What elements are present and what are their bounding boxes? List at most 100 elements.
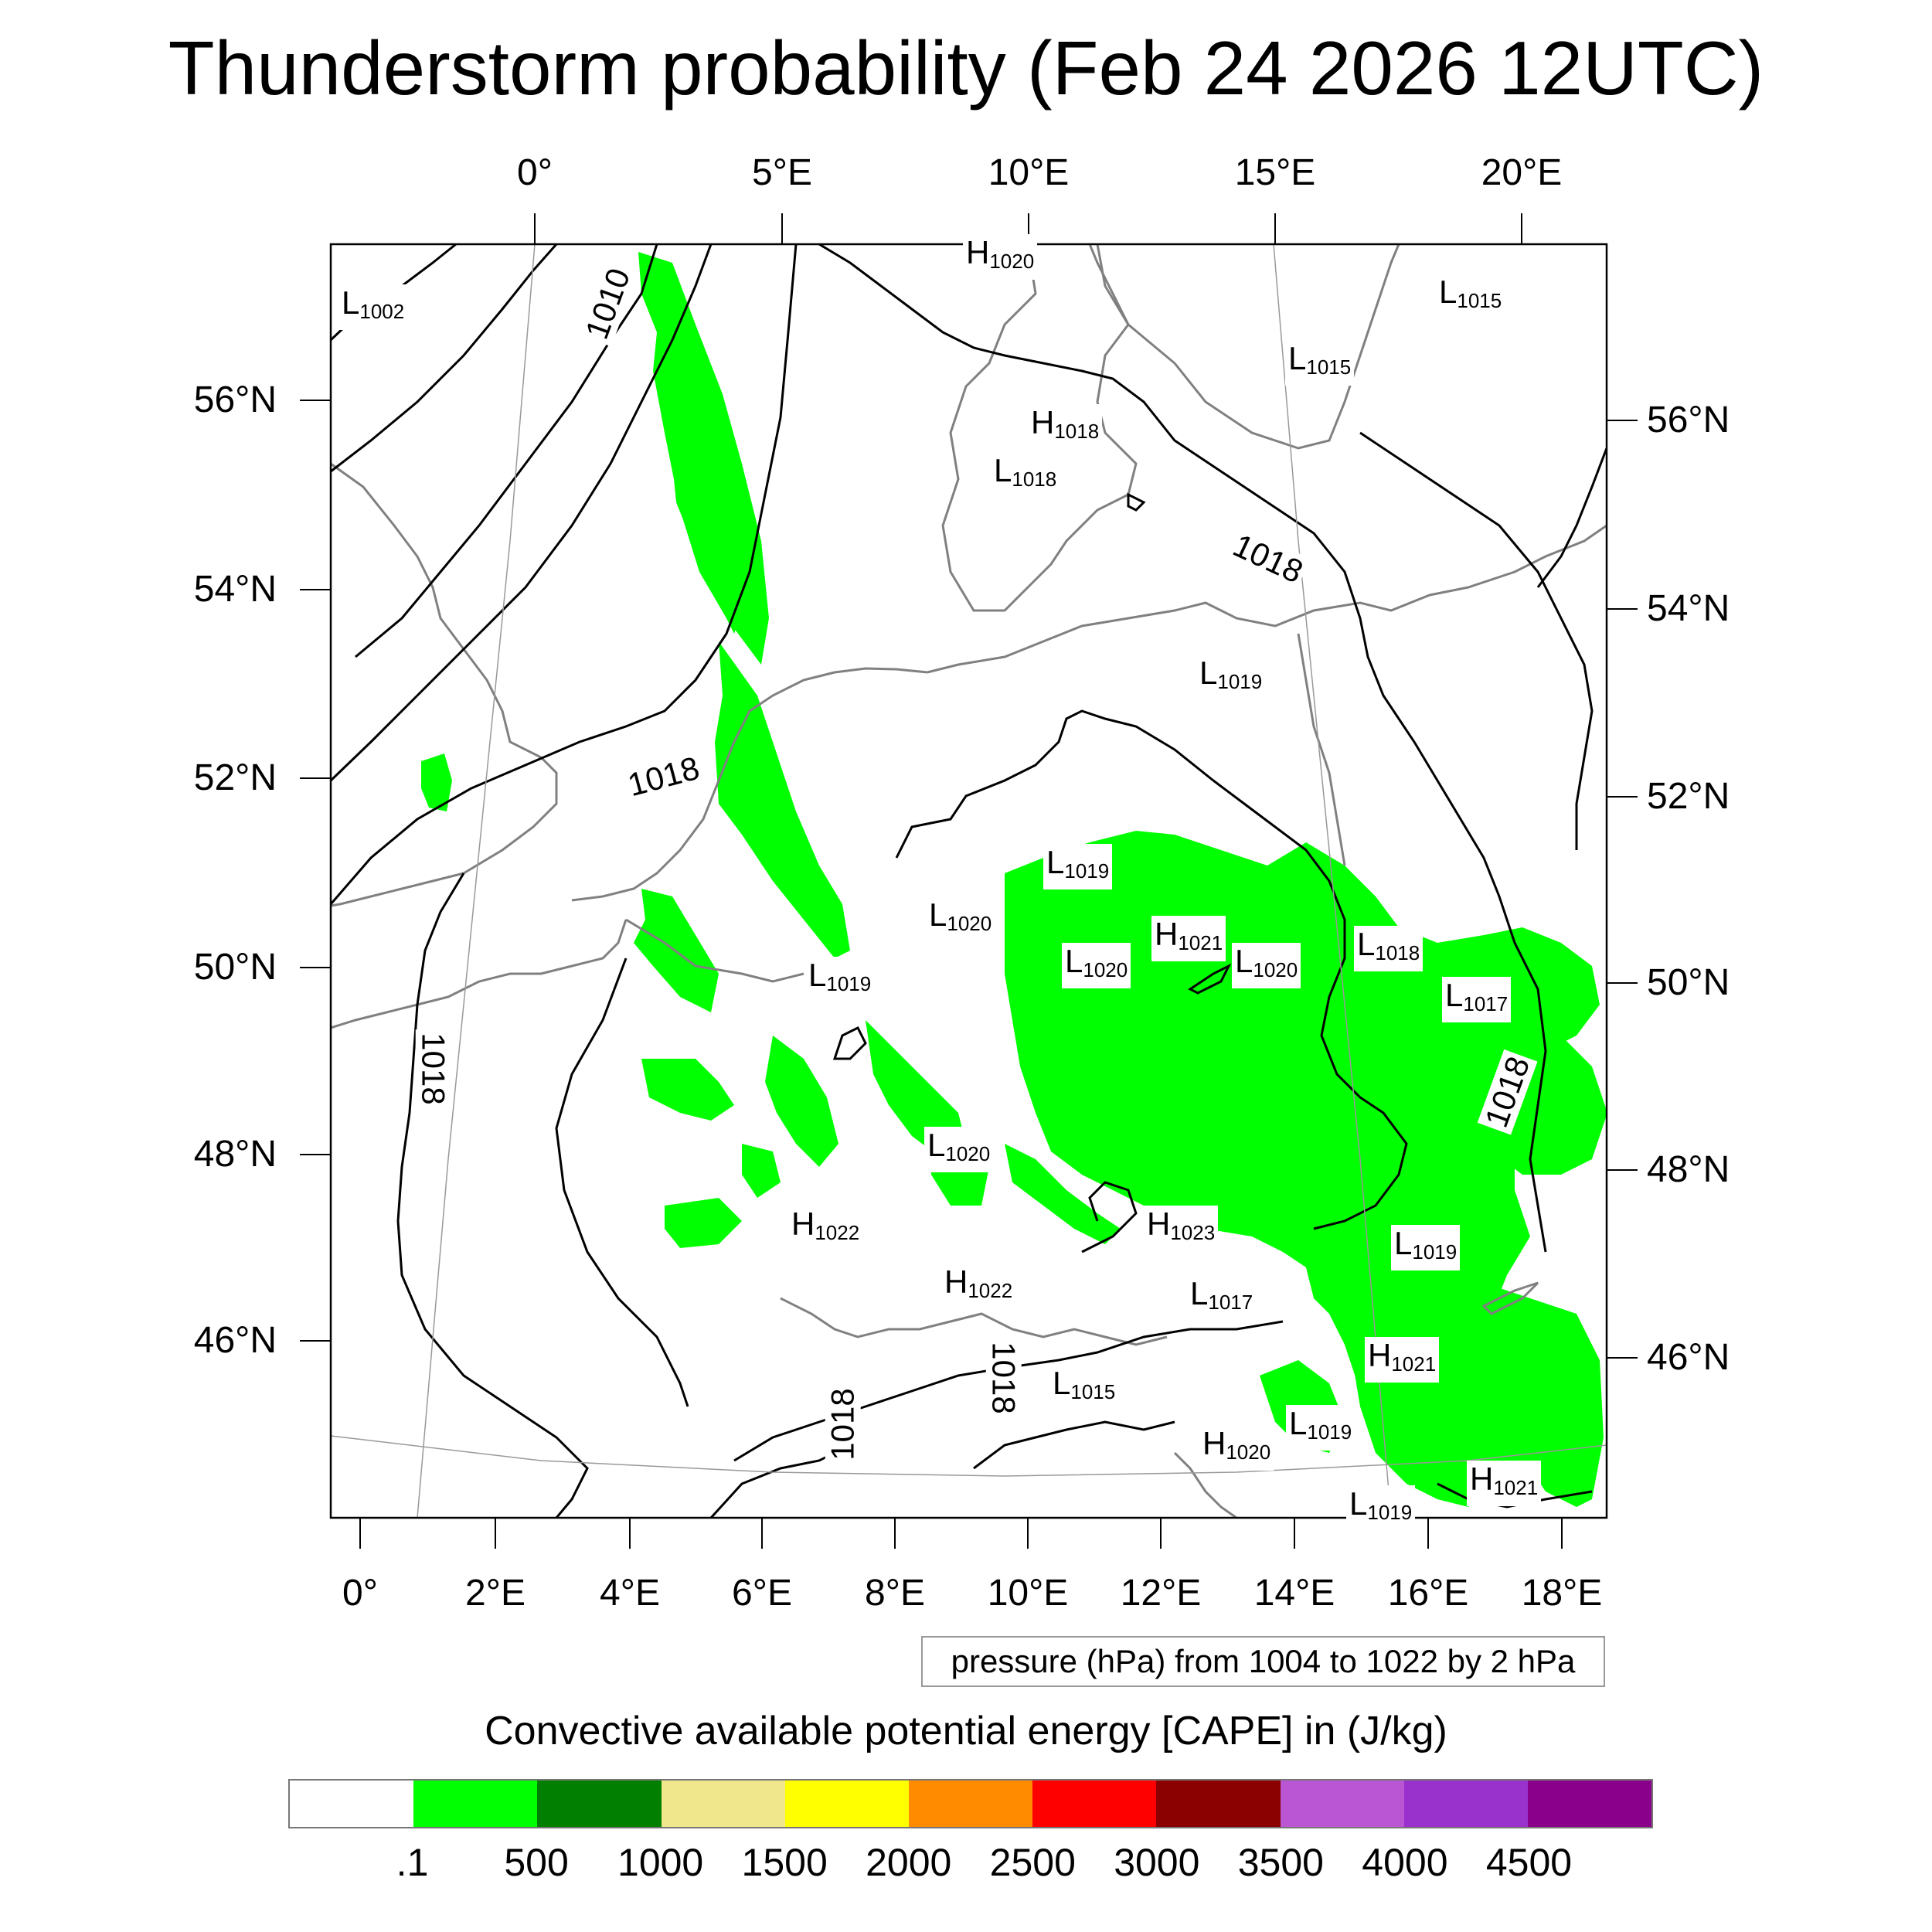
pressure-center-label: H1021 <box>1467 1461 1542 1506</box>
left-lat-label: 56°N <box>193 379 277 420</box>
isobar-east-2 <box>1536 447 1607 588</box>
colorbar-swatch <box>1280 1781 1404 1827</box>
right-lat-label: 48°N <box>1647 1149 1730 1190</box>
pressure-center-label: L1015 <box>1049 1365 1119 1410</box>
isobar-1018-alpine <box>1081 1181 1138 1253</box>
pressure-center-label: H1023 <box>1144 1206 1219 1251</box>
cape-fill-areas <box>421 252 1607 1507</box>
colorbar-tick-label: 500 <box>504 1841 569 1884</box>
isobar-value-label: 1018 <box>825 1385 861 1464</box>
pressure-center-label: L1020 <box>1062 943 1131 988</box>
colorbar-swatch <box>1156 1781 1281 1827</box>
colorbar-title: Convective available potential energy [C… <box>485 1709 1447 1753</box>
pressure-center-label: L1019 <box>1043 844 1113 889</box>
coastline-netherlands <box>571 679 804 902</box>
colorbar-swatch <box>661 1781 785 1827</box>
bottom-lon-label: 0° <box>342 1573 378 1614</box>
bottom-lon-label: 14°E <box>1253 1573 1335 1614</box>
isobar-nw-3 <box>355 244 658 658</box>
colorbar-tick-label: 2000 <box>866 1841 952 1884</box>
isobar-small-1 <box>832 1026 867 1060</box>
pressure-center-label: L1017 <box>1187 1275 1257 1321</box>
border-alps <box>780 1297 1168 1346</box>
pressure-center-label: H1021 <box>1365 1337 1440 1383</box>
pressure-center-label: L1015 <box>1285 340 1355 386</box>
bottom-lon-label: 4°E <box>600 1573 660 1614</box>
graticule-meridian-15 <box>1273 244 1392 1518</box>
coastline-sweden <box>1096 244 1400 450</box>
isobar-1018-central <box>895 709 1408 1230</box>
isobar-south-4 <box>1437 1482 1593 1509</box>
colorbar-swatch <box>537 1781 662 1827</box>
right-lat-label: 52°N <box>1647 776 1730 817</box>
pressure-center-label: L1015 <box>1436 274 1505 319</box>
pressure-center-label: L1019 <box>1286 1405 1355 1451</box>
pressure-center-label: L1017 <box>1442 977 1512 1022</box>
isobar-nw-4 <box>331 244 713 782</box>
cape-area-dutch-coast <box>715 641 850 958</box>
pressure-center-label: L1019 <box>1196 655 1266 700</box>
top-lon-label: 5°E <box>752 152 812 193</box>
pressure-center-label: H1020 <box>1199 1425 1274 1471</box>
isobar-small-2 <box>1188 963 1232 995</box>
bottom-lon-label: 2°E <box>465 1573 526 1614</box>
coastline-france-channel <box>331 919 628 1029</box>
colorbar-swatch <box>290 1781 414 1827</box>
top-lon-label: 10°E <box>988 152 1070 193</box>
left-lat-label: 50°N <box>193 947 277 988</box>
bottom-lon-label: 8°E <box>865 1573 925 1614</box>
bottom-lon-label: 18°E <box>1521 1573 1603 1614</box>
pressure-center-label: L1002 <box>338 284 408 330</box>
isobar-nw-5 <box>331 244 798 905</box>
bottom-lon-label: 12°E <box>1120 1573 1202 1614</box>
cape-area-france-north <box>641 1059 734 1121</box>
colorbar-tick-label: 1500 <box>741 1841 828 1884</box>
top-lon-label: 20°E <box>1481 152 1563 193</box>
colorbar-swatch <box>784 1781 909 1827</box>
isobar-south-2 <box>973 1420 1175 1470</box>
pressure-center-label: H1022 <box>788 1206 863 1251</box>
isobar-nw-2 <box>331 244 558 473</box>
right-lat-label: 56°N <box>1647 400 1730 440</box>
border-poland-germany <box>1297 633 1346 866</box>
right-lat-label: 50°N <box>1647 962 1730 1003</box>
bottom-tick-marks <box>359 1518 1563 1549</box>
coastline-adriatic <box>1173 1451 1237 1518</box>
coastline-scandinavia <box>941 244 1138 612</box>
right-tick-marks <box>1607 420 1638 1359</box>
pressure-center-label: L1019 <box>1391 1225 1461 1270</box>
coastline-baltic-south <box>927 524 1607 674</box>
isobar-1018-west <box>396 872 589 1518</box>
isobar-east-1 <box>1359 431 1594 850</box>
contour-info-box: pressure (hPa) from 1004 to 1022 by 2 hP… <box>921 1636 1605 1687</box>
cape-area-north-sea-strip <box>672 464 742 634</box>
pressure-center-label: L1019 <box>1346 1485 1416 1531</box>
colorbar-tick-label: 3000 <box>1114 1841 1200 1884</box>
cape-area-hungary <box>1345 1252 1604 1507</box>
right-lat-label: 46°N <box>1647 1337 1730 1378</box>
left-lat-label: 48°N <box>193 1134 277 1175</box>
graticule-meridian-0 <box>417 244 536 1518</box>
colorbar-swatch <box>413 1781 538 1827</box>
pressure-center-label: L1018 <box>1354 926 1423 971</box>
cape-area-lorraine <box>765 1036 838 1167</box>
colorbar-swatch <box>1527 1781 1652 1827</box>
bottom-lon-label: 16°E <box>1387 1573 1469 1614</box>
top-lon-label: 15°E <box>1234 152 1316 193</box>
pressure-center-label: L1018 <box>991 452 1060 498</box>
left-lat-label: 54°N <box>193 569 277 610</box>
isobar-small-3 <box>1127 492 1146 512</box>
cape-area-england <box>421 753 452 811</box>
left-lat-label: 46°N <box>193 1320 277 1361</box>
pressure-center-label: L1020 <box>924 1127 994 1172</box>
figure-title: Thunderstorm probability (Feb 24 2026 12… <box>168 26 1764 111</box>
colorbar-tick-label: 3500 <box>1237 1841 1324 1884</box>
colorbar-swatch <box>1032 1781 1157 1827</box>
pressure-center-label: H1021 <box>1151 916 1226 961</box>
isobar-1018-baltic <box>818 244 1547 1253</box>
isobar-value-label: 1018 <box>985 1338 1022 1417</box>
colorbar-swatch <box>1403 1781 1528 1827</box>
pressure-center-label: L1020 <box>926 896 995 942</box>
bottom-lon-label: 6°E <box>732 1573 792 1614</box>
